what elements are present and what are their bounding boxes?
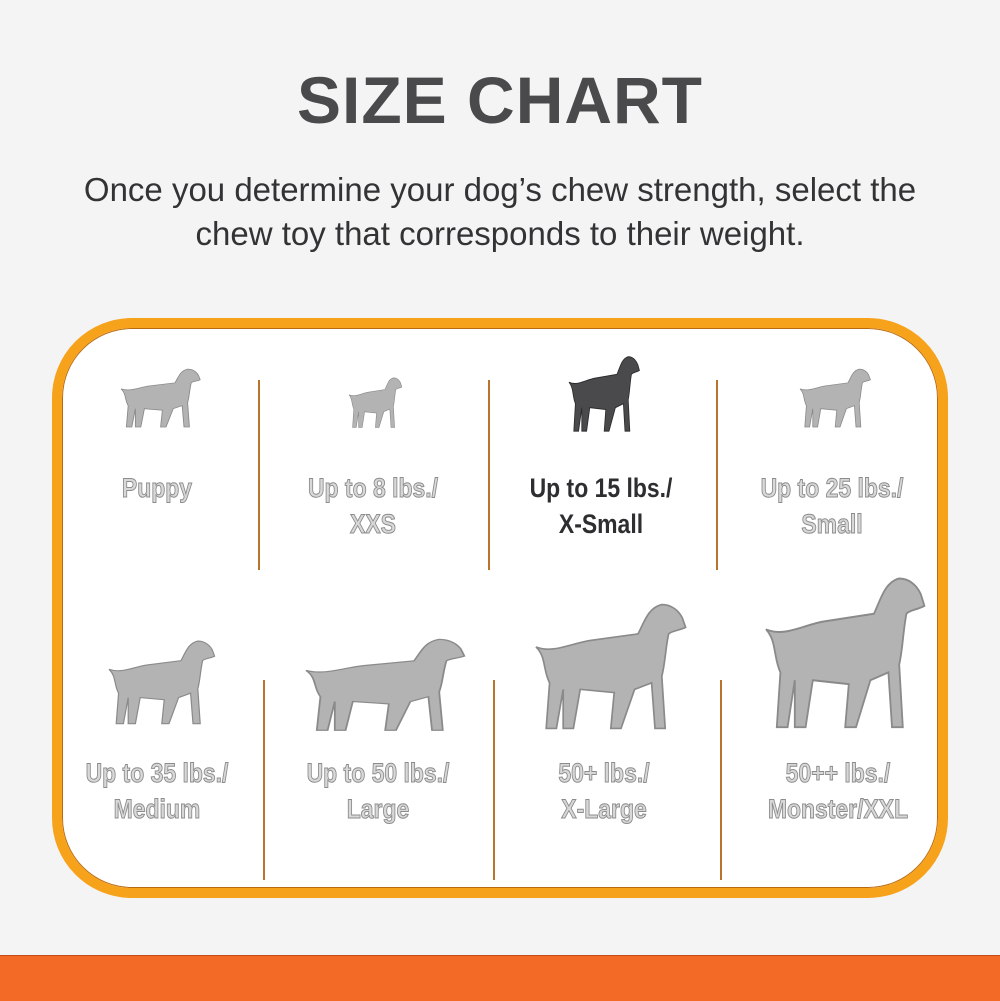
bottom-band xyxy=(0,955,1000,1001)
size-label-line2: X-Small xyxy=(558,509,644,539)
size-option: Up to 25 lbs./ Small xyxy=(722,470,942,542)
divider xyxy=(263,680,265,880)
size-option: 50++ lbs./ Monster/XXL xyxy=(728,755,948,827)
size-label-line1: 50++ lbs./ xyxy=(785,758,891,789)
great-dane-icon xyxy=(765,577,926,729)
subtitle-line-1: Once you determine your dog’s chew stren… xyxy=(83,171,917,208)
size-label-line1: Up to 25 lbs./ xyxy=(760,473,904,504)
size-option: 50+ lbs./ X-Large xyxy=(494,755,714,827)
size-option: Puppy xyxy=(47,470,267,506)
size-label-line2: Medium xyxy=(113,794,201,825)
divider xyxy=(493,680,495,880)
subtitle: Once you determine your dog’s chew stren… xyxy=(0,168,1000,256)
size-label-line1: Up to 50 lbs./ xyxy=(306,758,450,789)
size-label-line2: Large xyxy=(346,794,410,825)
retriever-icon xyxy=(305,638,466,731)
puppy-icon xyxy=(120,368,201,428)
size-label-line1: 50+ lbs./ xyxy=(558,758,650,789)
size-label-line1: Puppy xyxy=(121,473,193,504)
size-chart-panel xyxy=(52,318,948,898)
divider xyxy=(720,680,722,880)
size-option: Up to 50 lbs./ Large xyxy=(268,755,488,827)
beagle-icon xyxy=(108,640,216,725)
divider xyxy=(258,380,260,570)
miniature-pinscher-icon xyxy=(568,356,640,432)
size-label-line1: Up to 8 lbs./ xyxy=(307,473,439,504)
size-label-line1: Up to 15 lbs./ xyxy=(529,473,673,503)
shepherd-icon xyxy=(535,603,687,730)
size-label-line2: X-Large xyxy=(561,794,647,825)
size-label-line2: XXS xyxy=(350,509,397,540)
page-title: SIZE CHART xyxy=(297,63,703,137)
size-label-line1: Up to 35 lbs./ xyxy=(85,758,229,789)
terrier-icon xyxy=(799,368,871,428)
size-option: Up to 8 lbs./ XXS xyxy=(263,470,483,542)
size-option: Up to 35 lbs./ Medium xyxy=(47,755,267,827)
size-label-line2: Monster/XXL xyxy=(767,794,909,825)
chihuahua-icon xyxy=(348,377,403,428)
divider xyxy=(488,380,490,570)
size-label-line2: Small xyxy=(801,509,863,540)
subtitle-line-2: chew toy that corresponds to their weigh… xyxy=(195,215,805,252)
size-option: Up to 15 lbs./ X-Small xyxy=(491,470,711,542)
divider xyxy=(716,380,718,570)
